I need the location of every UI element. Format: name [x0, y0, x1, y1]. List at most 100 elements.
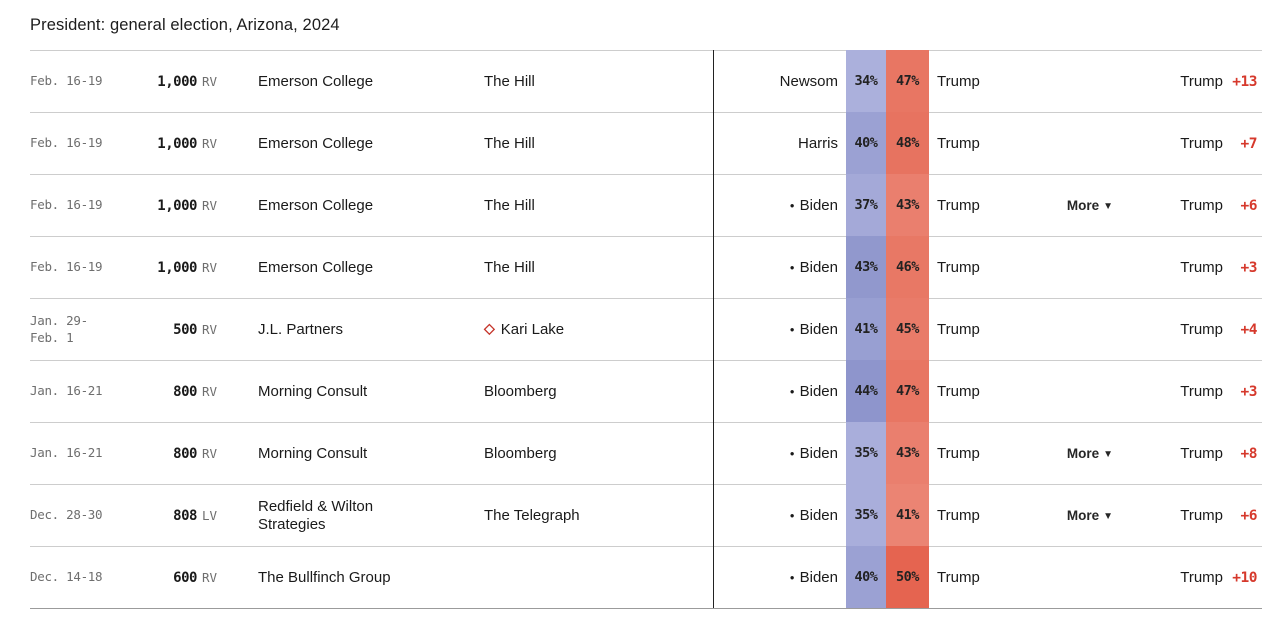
- margin-cell: Trump +3: [1120, 259, 1262, 276]
- poll-dates: Dec. 28-30: [30, 507, 103, 523]
- dem-pct-cell: 40%: [846, 111, 886, 174]
- rep-pct-cell: 43%: [886, 173, 929, 236]
- rep-candidate-name: Trump: [937, 259, 980, 276]
- rep-pct-cell: 47%: [886, 49, 929, 112]
- margin-value: +13: [1232, 73, 1257, 90]
- poll-sample-size: 808 LV: [140, 508, 217, 524]
- dem-candidate-name: ● Biden: [789, 259, 838, 276]
- margin-leader: Trump: [1180, 259, 1223, 276]
- dem-pct-cell: 43%: [846, 235, 886, 298]
- incumbent-dot-icon: ●: [789, 387, 795, 396]
- margin-cell: Trump +6: [1120, 507, 1262, 524]
- sponsor-label: The Hill: [484, 135, 535, 152]
- dem-pct-cell: 40%: [846, 545, 886, 608]
- poll-sponsor: ◇ Bloomberg: [484, 383, 713, 400]
- sponsor-label: Bloomberg: [484, 445, 557, 462]
- caret-down-icon: ▼: [1103, 448, 1114, 460]
- rep-candidate-name: Trump: [937, 197, 980, 214]
- margin-value: +7: [1240, 135, 1258, 152]
- pollster-name: J.L. Partners: [258, 320, 344, 338]
- poll-dates: Feb. 16-19: [30, 73, 103, 89]
- margin-cell: Trump +4: [1120, 321, 1262, 338]
- dem-candidate-name: ●Newsom: [779, 73, 838, 90]
- dem-candidate-name: ●Harris: [798, 135, 838, 152]
- poll-sponsor: ◇ Kari Lake: [484, 320, 713, 338]
- rep-pct-cell: 50%: [886, 545, 929, 608]
- poll-row: Feb. 16-19 1,000 RV Emerson College ◇ Th…: [30, 49, 1262, 112]
- sample-population-type: RV: [201, 321, 217, 337]
- sample-population-type: RV: [201, 259, 217, 275]
- sample-population-type: RV: [201, 383, 217, 399]
- dem-candidate-name: ● Biden: [789, 445, 838, 462]
- partisan-diamond-icon: ◇: [484, 320, 495, 336]
- margin-leader: Trump: [1180, 321, 1223, 338]
- incumbent-dot-icon: ●: [789, 511, 795, 520]
- sample-population-type: RV: [201, 445, 217, 461]
- margin-leader: Trump: [1180, 383, 1223, 400]
- margin-value: +8: [1240, 445, 1258, 462]
- dem-candidate-name: ● Biden: [789, 197, 838, 214]
- poll-sample-size: 500 RV: [140, 322, 217, 338]
- rep-candidate-name: Trump: [937, 569, 980, 586]
- rep-pct-cell: 41%: [886, 483, 929, 546]
- margin-value: +6: [1240, 197, 1258, 214]
- poll-row: Jan. 16-21 800 RV Morning Consult ◇ Bloo…: [30, 421, 1262, 484]
- dem-pct-cell: 41%: [846, 297, 886, 360]
- sponsor-label: The Hill: [484, 259, 535, 276]
- dem-pct-cell: 37%: [846, 173, 886, 236]
- margin-leader: Trump: [1180, 197, 1223, 214]
- margin-value: +3: [1240, 383, 1258, 400]
- poll-dates: Jan. 16-21: [30, 445, 103, 461]
- margin-leader: Trump: [1180, 135, 1223, 152]
- rep-candidate-name: Trump: [937, 445, 980, 462]
- margin-value: +10: [1232, 569, 1257, 586]
- dem-candidate-name: ● Biden: [789, 321, 838, 338]
- rep-pct-cell: 45%: [886, 297, 929, 360]
- dem-candidate-name: ● Biden: [789, 507, 838, 524]
- incumbent-dot-icon: ●: [789, 263, 795, 272]
- poll-row: Dec. 14-18 600 RV The Bullfinch Group ◇ …: [30, 545, 1262, 608]
- table-vertical-divider: [713, 50, 714, 608]
- more-toggle[interactable]: More ▼: [1066, 445, 1114, 461]
- sample-count: 800: [173, 445, 197, 462]
- sponsor-label: Kari Lake: [500, 321, 565, 338]
- page-title: President: general election, Arizona, 20…: [30, 16, 340, 34]
- rep-candidate-name: Trump: [937, 383, 980, 400]
- margin-value: +3: [1240, 259, 1258, 276]
- margin-leader: Trump: [1180, 569, 1223, 586]
- incumbent-dot-icon: ●: [789, 573, 795, 582]
- rep-pct-cell: 47%: [886, 359, 929, 422]
- poll-sponsor: ◇ The Hill: [484, 135, 713, 152]
- rep-pct-cell: 43%: [886, 421, 929, 484]
- rep-candidate-name: Trump: [937, 135, 980, 152]
- poll-dates: Feb. 16-19: [30, 135, 103, 151]
- poll-sample-size: 1,000 RV: [140, 260, 217, 276]
- margin-cell: Trump +13: [1120, 73, 1262, 90]
- sample-count: 600: [173, 569, 197, 586]
- sample-population-type: RV: [201, 569, 217, 585]
- poll-sample-size: 600 RV: [140, 570, 217, 586]
- sample-count: 1,000: [157, 73, 197, 90]
- sponsor-label: The Telegraph: [484, 507, 580, 524]
- poll-dates: Feb. 16-19: [30, 197, 103, 213]
- margin-cell: Trump +7: [1120, 135, 1262, 152]
- margin-cell: Trump +3: [1120, 383, 1262, 400]
- sponsor-label: The Hill: [484, 73, 535, 90]
- margin-leader: Trump: [1180, 445, 1223, 462]
- sample-count: 1,000: [157, 259, 197, 276]
- poll-sample-size: 1,000 RV: [140, 136, 217, 152]
- dem-pct-cell: 34%: [846, 49, 886, 112]
- sample-population-type: LV: [201, 507, 217, 523]
- pollster-name: Emerson College: [258, 134, 374, 152]
- more-toggle[interactable]: More ▼: [1066, 507, 1114, 523]
- poll-sample-size: 800 RV: [140, 446, 217, 462]
- margin-leader: Trump: [1180, 73, 1223, 90]
- rep-candidate-name: Trump: [937, 73, 980, 90]
- poll-row: Dec. 28-30 808 LV Redfield & Wilton Stra…: [30, 483, 1262, 546]
- sample-count: 808: [173, 507, 197, 524]
- more-toggle[interactable]: More ▼: [1066, 197, 1114, 213]
- pollster-name: Redfield & Wilton Strategies: [258, 497, 374, 533]
- polls-table: Feb. 16-19 1,000 RV Emerson College ◇ Th…: [30, 49, 1262, 609]
- sample-population-type: RV: [201, 73, 217, 89]
- pollster-name: The Bullfinch Group: [258, 568, 391, 586]
